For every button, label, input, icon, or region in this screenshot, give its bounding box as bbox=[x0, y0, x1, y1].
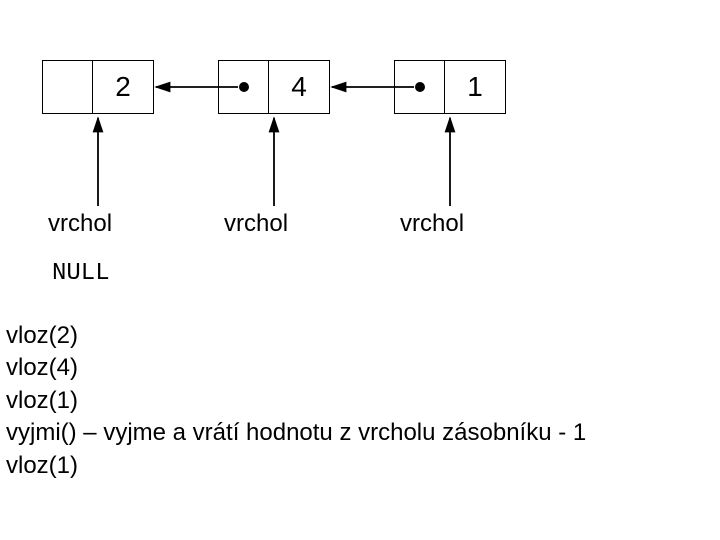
vrchol-label: vrchol bbox=[400, 210, 464, 238]
list-node: 4 bbox=[218, 60, 330, 114]
pointer-cell bbox=[219, 61, 269, 113]
list-node: 1 bbox=[394, 60, 506, 114]
pointer-cell bbox=[43, 61, 93, 113]
pointer-cell bbox=[395, 61, 445, 113]
op-line: vloz(1) bbox=[6, 385, 586, 417]
node-value: 4 bbox=[269, 61, 329, 113]
op-line: vloz(1) bbox=[6, 450, 586, 482]
pointer-dot-icon bbox=[239, 82, 249, 92]
vrchol-label: vrchol bbox=[224, 210, 288, 238]
operations-text: vloz(2) vloz(4) vloz(1) vyjmi() – vyjme … bbox=[6, 320, 586, 482]
node-value: 2 bbox=[93, 61, 153, 113]
pointer-dot-icon bbox=[415, 82, 425, 92]
null-label: NULL bbox=[52, 260, 110, 287]
op-line: vloz(4) bbox=[6, 352, 586, 384]
vrchol-label: vrchol bbox=[48, 210, 112, 238]
op-line: vyjmi() – vyjme a vrátí hodnotu z vrchol… bbox=[6, 417, 586, 449]
op-line: vloz(2) bbox=[6, 320, 586, 352]
list-node: 2 bbox=[42, 60, 154, 114]
node-value: 1 bbox=[445, 61, 505, 113]
